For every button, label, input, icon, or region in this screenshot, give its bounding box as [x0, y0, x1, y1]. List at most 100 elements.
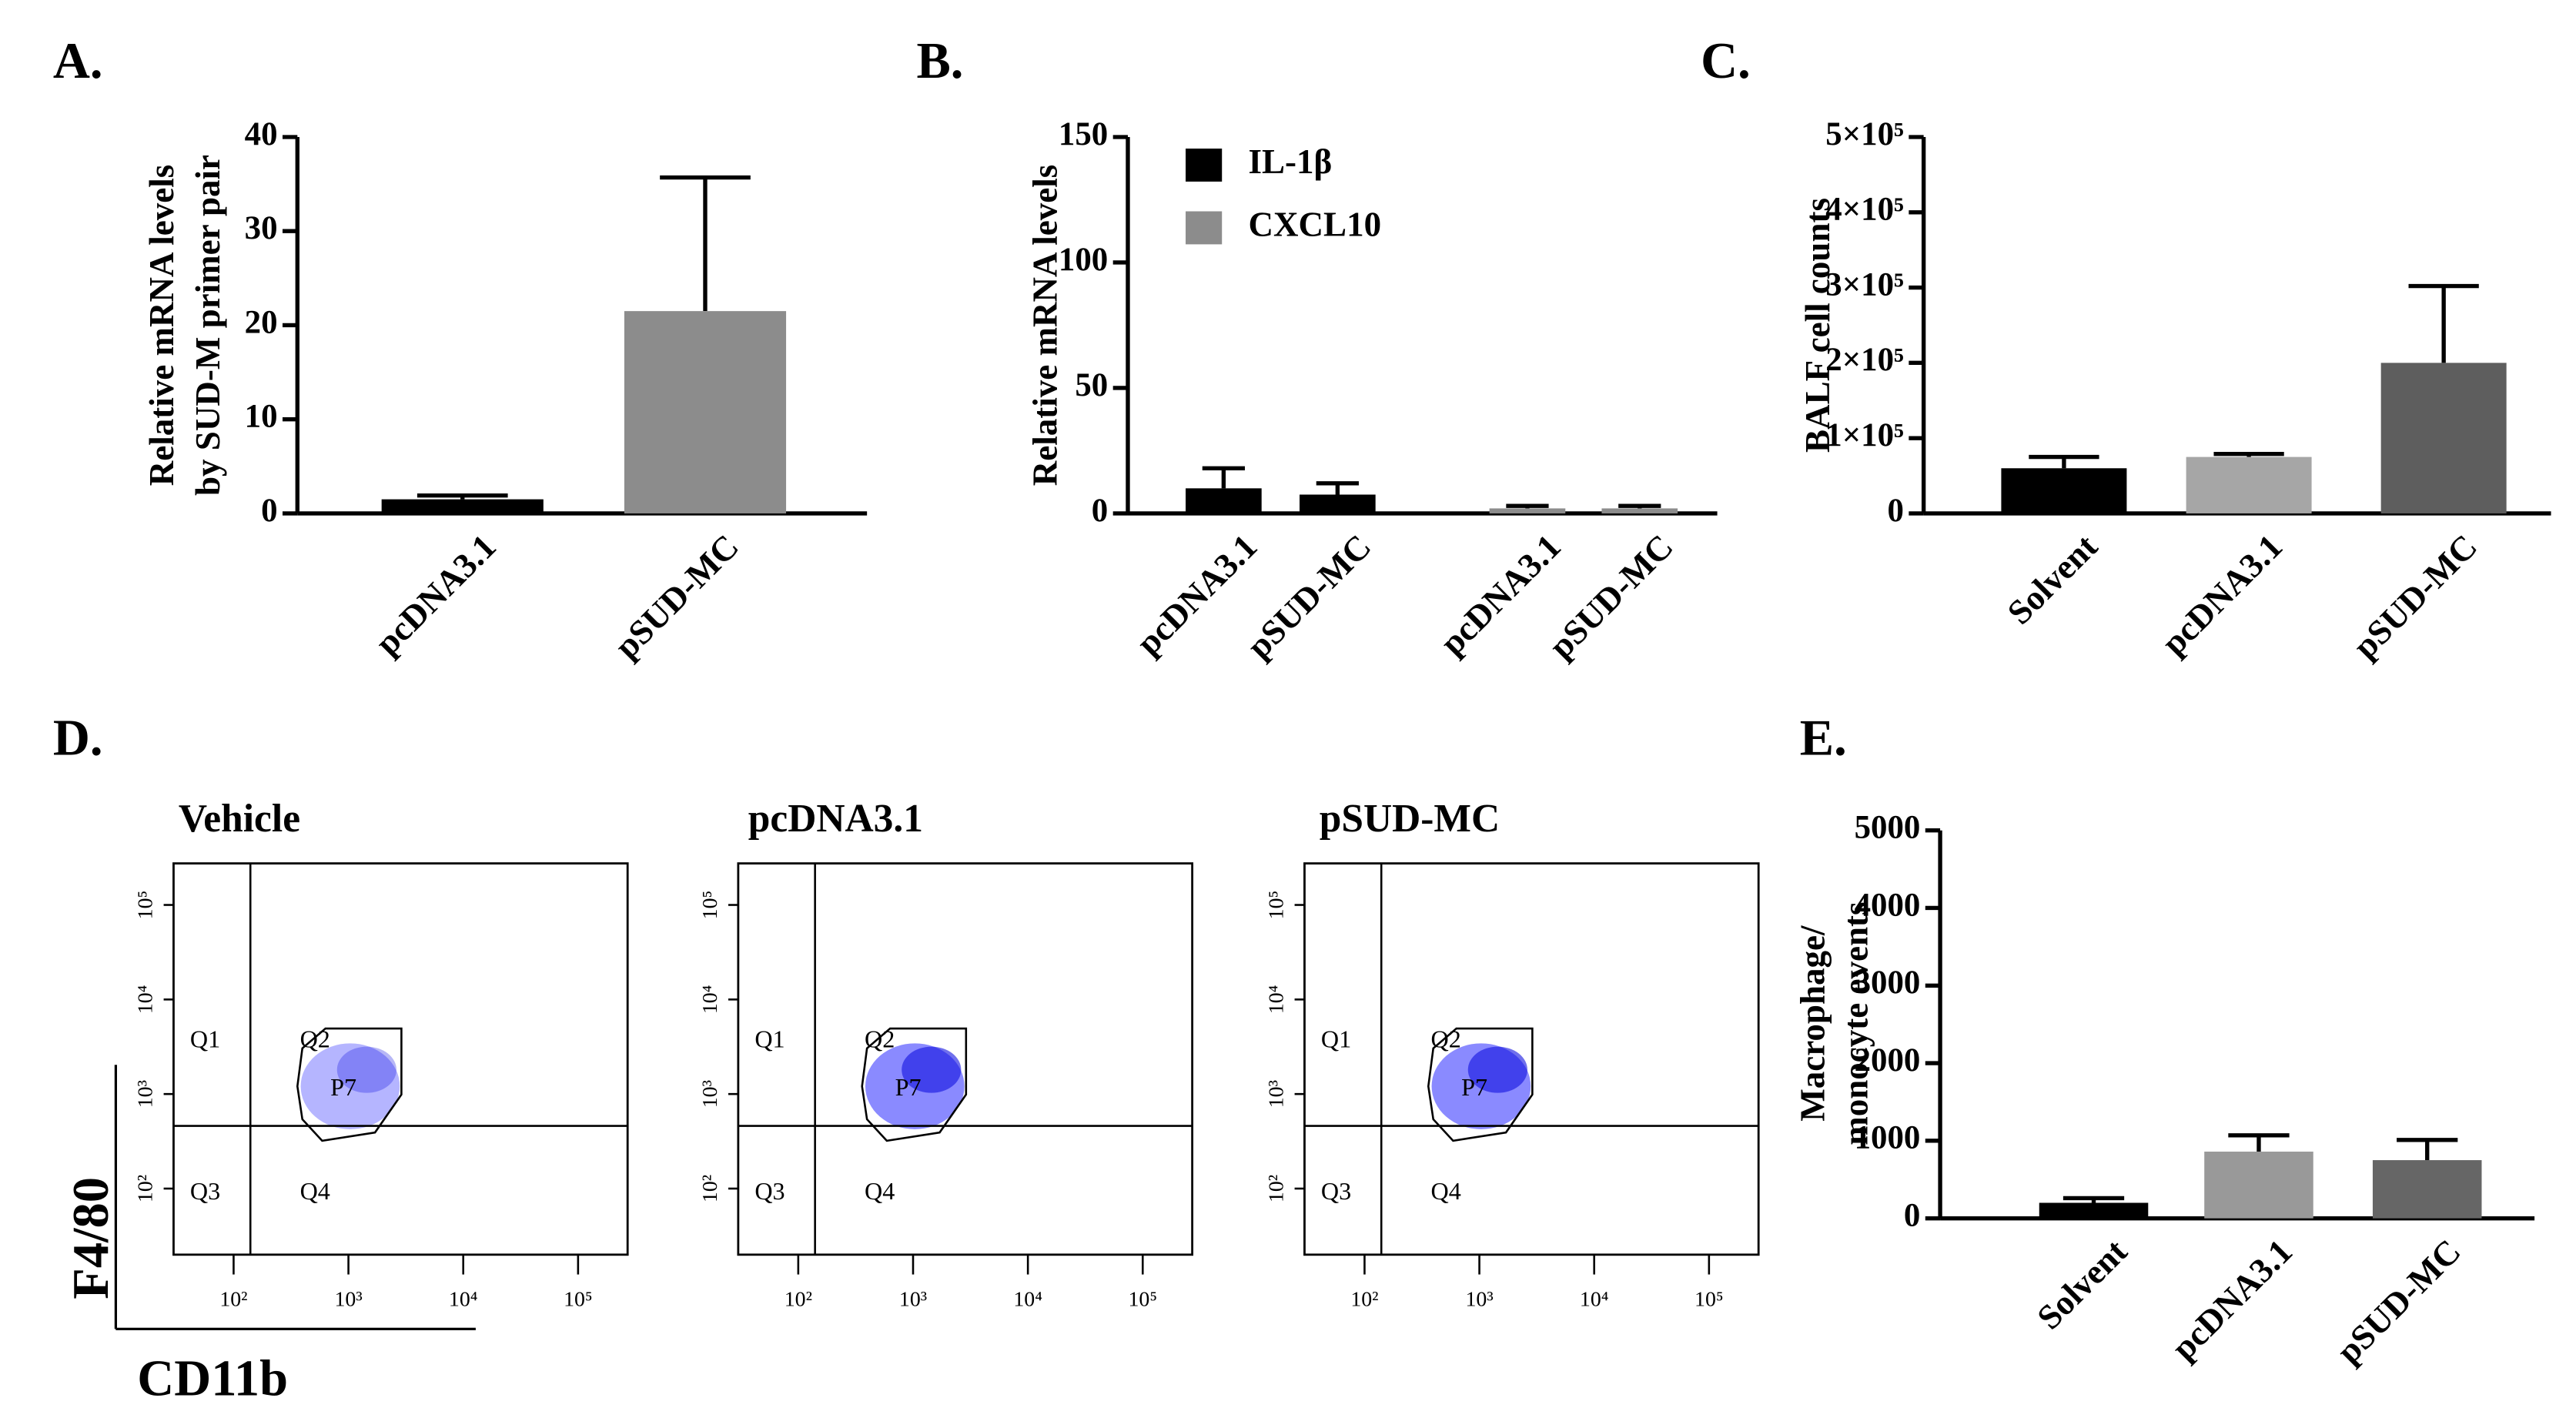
x-tick-label: 10² — [219, 1287, 247, 1311]
y-tick-label: 3×10⁵ — [1825, 266, 1904, 303]
y-axis-label: BALF cell counts — [1798, 198, 1837, 453]
legend-label: CXCL10 — [1249, 205, 1382, 243]
y-tick-label: 10 — [245, 399, 278, 435]
y-axis-label: Relative mRNA levels — [142, 165, 181, 487]
plot-frame — [172, 862, 629, 1256]
plot-frame — [1303, 862, 1760, 1256]
bar — [1601, 508, 1678, 513]
y-tick-label: 4000 — [1855, 887, 1921, 923]
x-tick-label: 10² — [785, 1287, 812, 1311]
y-tick-label: 10² — [1265, 1175, 1289, 1202]
y-tick-label: 10³ — [134, 1080, 158, 1108]
bar — [2001, 468, 2127, 513]
y-tick-label: 30 — [245, 210, 278, 246]
y-tick-label: 10⁴ — [698, 985, 722, 1015]
y-tick-label: 150 — [1059, 116, 1108, 152]
bar — [2204, 1151, 2313, 1219]
gate-label: P7 — [1461, 1073, 1487, 1101]
cell-cloud-core — [902, 1046, 962, 1093]
x-tick-label: 10⁵ — [1128, 1287, 1157, 1311]
plot-title: pSUD-MC — [1320, 797, 1500, 841]
x-tick-label: 10⁴ — [449, 1287, 478, 1311]
y-tick-label: 10⁴ — [134, 985, 158, 1015]
y-tick-label: 100 — [1059, 242, 1108, 278]
y-tick-label: 10³ — [1265, 1080, 1289, 1108]
y-tick-label: 10⁵ — [1265, 891, 1289, 920]
y-tick-label: 20 — [245, 304, 278, 340]
bar — [624, 311, 787, 513]
y-tick-label: 5000 — [1855, 810, 1921, 846]
bar — [2186, 456, 2312, 513]
quadrant-label: Q2 — [865, 1025, 895, 1053]
quadrant-label: Q1 — [1321, 1025, 1351, 1053]
y-axis-label: Macrophage/ — [1794, 925, 1832, 1122]
plot-title: Vehicle — [179, 797, 300, 841]
bar — [381, 499, 544, 513]
cell-cloud-core — [336, 1046, 396, 1093]
y-tick-label: 2000 — [1855, 1042, 1921, 1079]
bar — [1186, 488, 1262, 513]
y-tick-label: 10⁵ — [698, 891, 722, 920]
x-tick-label: 10³ — [1465, 1287, 1493, 1311]
quadrant-label: Q1 — [190, 1025, 220, 1053]
y-tick-label: 10² — [698, 1175, 722, 1202]
y-tick-label: 0 — [1092, 493, 1108, 529]
panel-letter: E. — [1800, 710, 1847, 766]
quadrant-label: Q3 — [754, 1177, 785, 1205]
legend-swatch — [1186, 149, 1223, 182]
bar — [1489, 508, 1566, 513]
y-axis-label: by SUD-M primer pair — [189, 155, 227, 496]
y-tick-label: 0 — [261, 493, 277, 529]
quadrant-label: Q3 — [1321, 1177, 1351, 1205]
panel-letter: A. — [53, 33, 103, 89]
y-tick-label: 0 — [1904, 1197, 1920, 1233]
y-axis-label: Relative mRNA levels — [1025, 165, 1064, 487]
cell-cloud-core — [1467, 1046, 1527, 1093]
x-axis-label: CD11b — [137, 1350, 288, 1406]
x-tick-label: 10⁴ — [1013, 1287, 1042, 1311]
y-tick-label: 50 — [1075, 367, 1108, 403]
y-tick-label: 10³ — [698, 1080, 722, 1108]
quadrant-label: Q4 — [300, 1177, 330, 1205]
gate-label: P7 — [895, 1073, 922, 1101]
y-tick-label: 4×10⁵ — [1825, 192, 1904, 228]
quadrant-label: Q4 — [865, 1177, 895, 1205]
gate-label: P7 — [330, 1073, 356, 1101]
y-tick-label: 3000 — [1855, 965, 1921, 1001]
plot-title: pcDNA3.1 — [748, 797, 923, 841]
y-tick-label: 2×10⁵ — [1825, 342, 1904, 378]
plot-frame — [737, 862, 1194, 1256]
x-tick-label: 10³ — [899, 1287, 927, 1311]
quadrant-label: Q2 — [1431, 1025, 1461, 1053]
bar — [2372, 1160, 2482, 1219]
x-tick-label: 10² — [1350, 1287, 1378, 1311]
x-tick-label: 10⁴ — [1580, 1287, 1609, 1311]
cell-cloud — [300, 1043, 400, 1129]
legend-label: IL-1β — [1249, 142, 1333, 181]
y-tick-label: 1000 — [1855, 1120, 1921, 1156]
quadrant-label: Q4 — [1431, 1177, 1461, 1205]
y-tick-label: 40 — [245, 116, 278, 152]
y-tick-label: 0 — [1887, 493, 1903, 529]
y-tick-label: 1×10⁵ — [1825, 417, 1904, 453]
x-tick-label: 10³ — [334, 1287, 362, 1311]
quadrant-label: Q2 — [300, 1025, 330, 1053]
y-tick-label: 10⁵ — [134, 891, 158, 920]
bar — [2039, 1202, 2149, 1219]
x-tick-label: 10⁵ — [564, 1287, 593, 1311]
panel-letter: C. — [1701, 33, 1751, 89]
panel-letter: D. — [53, 710, 103, 766]
quadrant-label: Q3 — [190, 1177, 220, 1205]
y-axis-label: F4/80 — [63, 1177, 119, 1299]
y-tick-label: 10² — [134, 1175, 158, 1202]
quadrant-label: Q1 — [754, 1025, 785, 1053]
legend-swatch — [1186, 211, 1223, 245]
bar — [1300, 494, 1376, 513]
panel-letter: B. — [916, 33, 963, 89]
y-axis-label: monocyte events — [1836, 901, 1875, 1145]
x-tick-label: 10⁵ — [1694, 1287, 1724, 1311]
bar — [2380, 363, 2507, 513]
y-tick-label: 5×10⁵ — [1825, 116, 1904, 152]
